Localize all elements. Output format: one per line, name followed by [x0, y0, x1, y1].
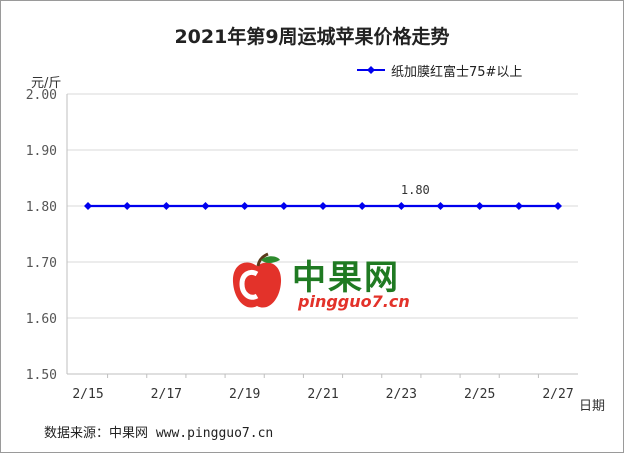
chart-title: 2021年第9周运城苹果价格走势 [174, 26, 450, 48]
x-tick-label: 2/17 [151, 387, 182, 402]
data-point [240, 202, 249, 210]
data-point [279, 202, 288, 210]
legend: 纸加膜红富士75#以上 [357, 61, 523, 80]
watermark-name: 中果网 [292, 258, 400, 298]
y-tick-label: 1.70 [26, 256, 57, 271]
data-point [475, 202, 484, 210]
y-axis-unit: 元/斤 [31, 76, 62, 91]
data-point [123, 202, 132, 210]
legend-label: 纸加膜红富士75#以上 [391, 64, 523, 80]
x-tick-label: 2/23 [386, 387, 417, 402]
data-point [162, 202, 171, 210]
y-tick-label: 1.90 [26, 144, 57, 159]
x-tick-label: 2/21 [307, 387, 338, 402]
x-tick-label: 2/19 [229, 387, 260, 402]
data-point [436, 202, 445, 210]
x-tick-label: 2/25 [464, 387, 495, 402]
y-tick-label: 1.80 [26, 200, 57, 215]
watermark-url: pingguo7.cn [298, 292, 410, 311]
data-point [514, 202, 523, 210]
apple-logo [232, 252, 282, 308]
x-axis-unit: 日期 [579, 399, 606, 414]
data-point [397, 202, 406, 210]
data-point [554, 202, 562, 210]
data-label: 1.80 [401, 183, 430, 197]
data-point [84, 202, 92, 210]
y-tick-label: 1.60 [26, 312, 57, 327]
data-source: 数据来源：中果网 www.pingguo7.cn [44, 426, 274, 441]
y-tick-label: 1.50 [26, 368, 57, 383]
data-point [358, 202, 367, 210]
y-tick-label: 2.00 [26, 88, 57, 103]
x-tick-label: 2/15 [72, 387, 103, 402]
data-point [201, 202, 210, 210]
x-tick-label: 2/27 [542, 387, 573, 402]
data-point [319, 202, 327, 210]
legend-swatch [357, 66, 385, 74]
